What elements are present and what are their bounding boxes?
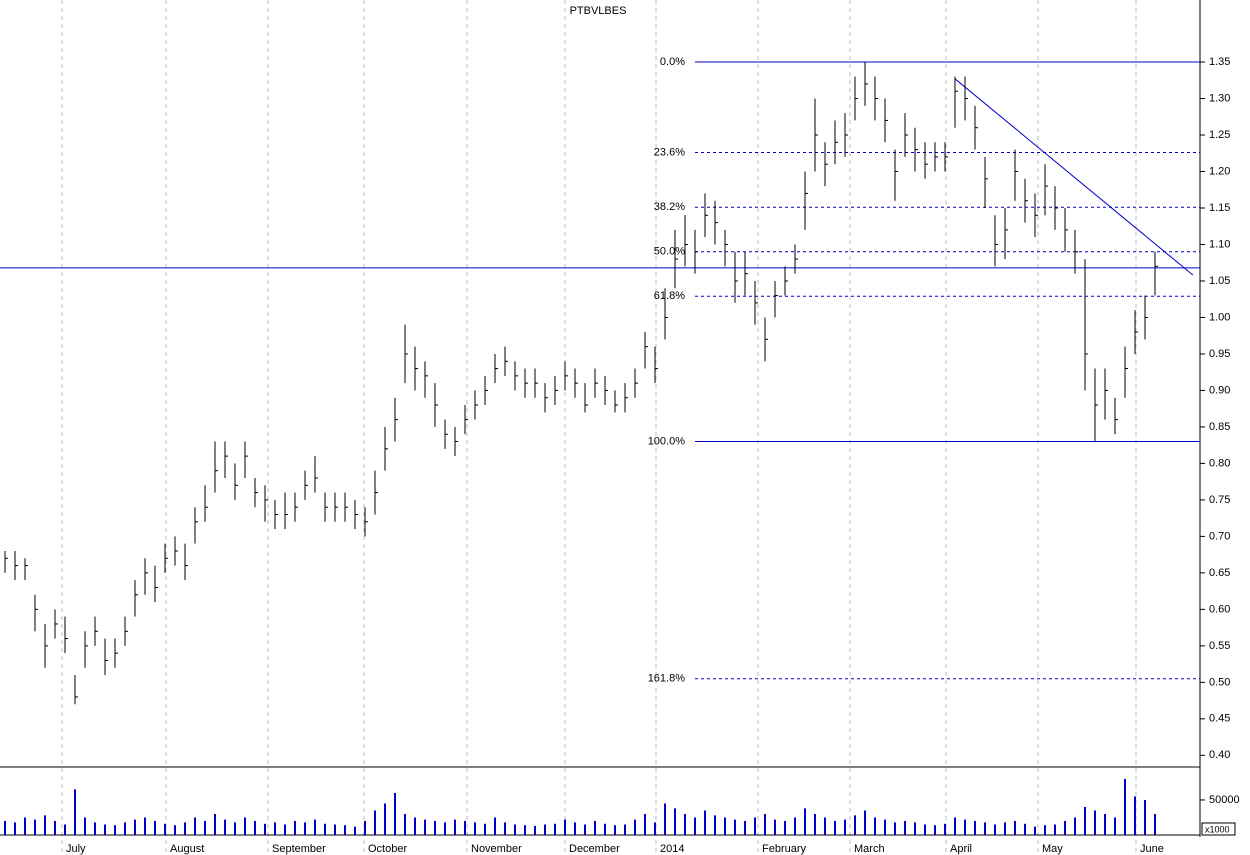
fib-label: 0.0% bbox=[660, 56, 685, 68]
fib-label: 23.6% bbox=[654, 146, 685, 158]
fib-label: 38.2% bbox=[654, 201, 685, 213]
fib-label: 100.0% bbox=[648, 435, 686, 447]
x-tick-label: 2014 bbox=[660, 843, 684, 855]
y-tick-label: 0.90 bbox=[1209, 384, 1230, 396]
y-tick-label: 0.55 bbox=[1209, 640, 1230, 652]
x-tick-label: November bbox=[471, 843, 522, 855]
x-tick-label: December bbox=[569, 843, 620, 855]
x-tick-label: June bbox=[1140, 843, 1164, 855]
volume-tick-label: 50000 bbox=[1209, 794, 1240, 806]
y-tick-label: 1.00 bbox=[1209, 311, 1230, 323]
y-tick-label: 0.85 bbox=[1209, 421, 1230, 433]
y-tick-label: 0.60 bbox=[1209, 603, 1230, 615]
y-tick-label: 1.10 bbox=[1209, 238, 1230, 250]
y-tick-label: 0.75 bbox=[1209, 494, 1230, 506]
fib-label: 61.8% bbox=[654, 290, 685, 302]
volume-unit-label: x1000 bbox=[1205, 824, 1230, 834]
chart-title: PTBVLBES bbox=[570, 5, 627, 17]
y-tick-label: 1.20 bbox=[1209, 165, 1230, 177]
y-tick-label: 0.45 bbox=[1209, 713, 1230, 725]
y-tick-label: 0.70 bbox=[1209, 530, 1230, 542]
x-tick-label: March bbox=[854, 843, 885, 855]
fib-label: 50.0% bbox=[654, 246, 685, 258]
y-tick-label: 1.05 bbox=[1209, 275, 1230, 287]
x-tick-label: May bbox=[1042, 843, 1063, 855]
y-tick-label: 1.35 bbox=[1209, 56, 1230, 68]
y-tick-label: 1.25 bbox=[1209, 129, 1230, 141]
y-tick-label: 0.50 bbox=[1209, 676, 1230, 688]
y-tick-label: 0.65 bbox=[1209, 567, 1230, 579]
x-tick-label: September bbox=[272, 843, 326, 855]
trend-line bbox=[954, 78, 1194, 276]
x-tick-label: February bbox=[762, 843, 807, 855]
y-tick-label: 1.15 bbox=[1209, 202, 1230, 214]
x-tick-label: April bbox=[950, 843, 972, 855]
y-tick-label: 0.95 bbox=[1209, 348, 1230, 360]
x-tick-label: October bbox=[368, 843, 407, 855]
x-tick-label: July bbox=[66, 843, 86, 855]
y-tick-label: 0.80 bbox=[1209, 457, 1230, 469]
y-tick-label: 0.40 bbox=[1209, 749, 1230, 761]
fib-label: 161.8% bbox=[648, 673, 686, 685]
unit-box bbox=[1201, 822, 1236, 836]
x-tick-label: August bbox=[170, 843, 204, 855]
y-tick-label: 1.30 bbox=[1209, 92, 1230, 104]
